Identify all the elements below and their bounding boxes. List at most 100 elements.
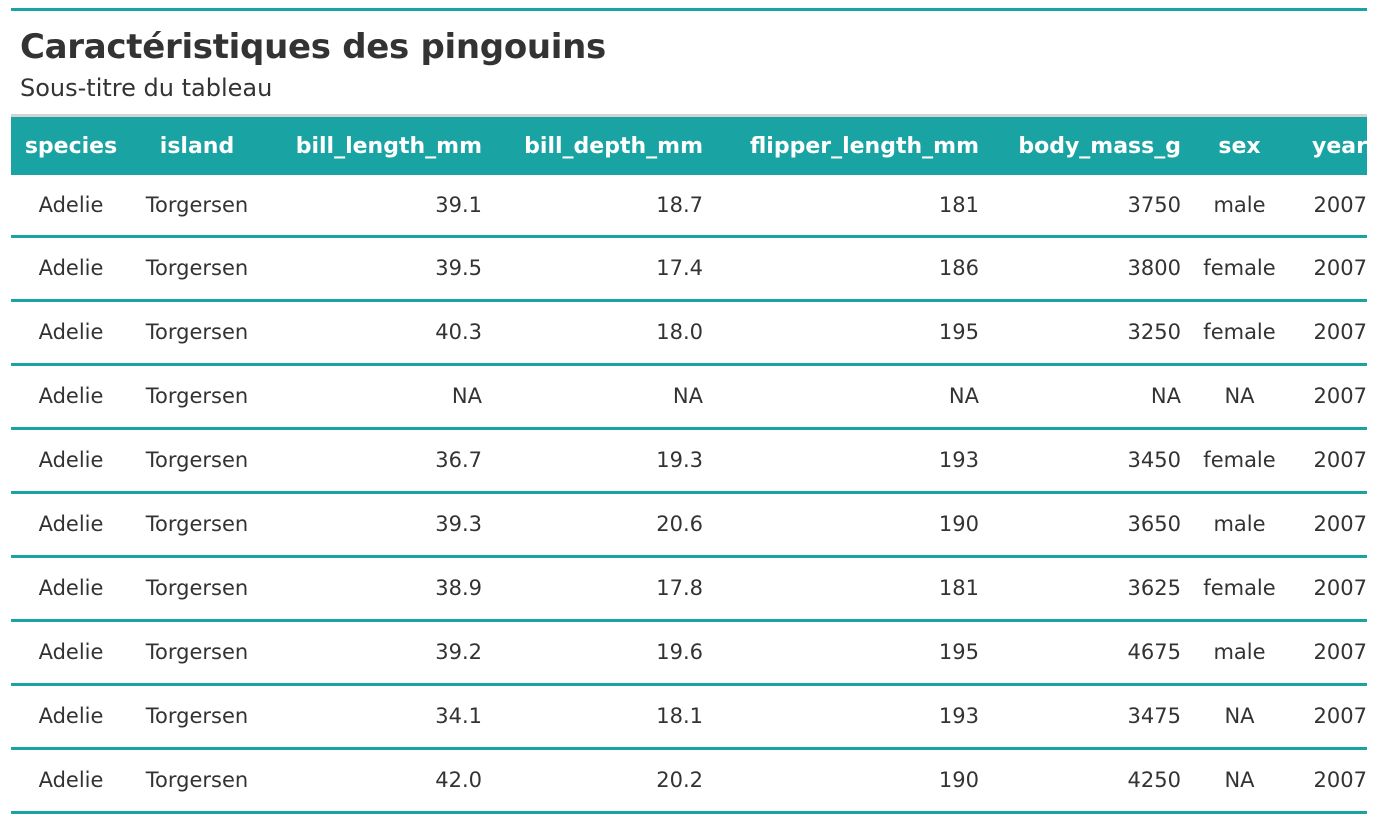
cell-flipper-length: 193 [938,704,979,728]
cell-bill-length: 39.1 [435,192,482,217]
cell-body-mass: 4250 [1127,768,1181,792]
cell-body-mass: 3800 [1127,256,1181,280]
table-body: Adelie Torgersen 39.1 18.7 181 3750 male 2007 Ad… [11,175,1367,812]
cell-body-mass: 3450 [1127,448,1181,472]
cell-species: Adelie [38,192,104,217]
cell-year: 2007 [1313,448,1367,472]
cell-sex: female [1203,256,1276,280]
cell-bill-depth: 20.2 [656,768,703,792]
table-row: Adelie Torgersen 36.7 19.3 193 3450 female 2007 [11,428,1367,492]
column-header-body-mass[interactable]: body_mass_g [1018,133,1181,159]
cell-body-mass: 3625 [1127,576,1181,600]
table-row: Adelie Torgersen 34.1 18.1 193 3475 NA 2007 [11,684,1367,748]
cell-sex: female [1203,576,1276,600]
cell-bill-length: 34.1 [435,704,482,728]
cell-flipper-length: 181 [938,192,979,217]
column-header-sex[interactable]: sex [1218,133,1261,159]
header-row: species island bill_length_mm bill_depth… [11,117,1367,175]
cell-sex: female [1203,320,1276,344]
cell-bill-length: 39.3 [435,512,482,536]
cell-bill-depth: 17.4 [656,256,703,280]
cell-body-mass: NA [1150,384,1181,408]
cell-species: Adelie [38,704,104,728]
cell-sex: NA [1224,704,1255,728]
table-row: Adelie Torgersen 38.9 17.8 181 3625 female 2007 [11,556,1367,620]
table-row: Adelie Torgersen 39.5 17.4 186 3800 female 2007 [11,236,1367,300]
cell-flipper-length: 186 [938,256,979,280]
cell-species: Adelie [38,448,104,472]
cell-flipper-length: NA [948,384,979,408]
cell-island: Torgersen [145,448,249,472]
cell-bill-depth: 19.3 [656,448,703,472]
cell-island: Torgersen [145,256,249,280]
top-rule [11,8,1367,11]
cell-bill-depth: 18.1 [656,704,703,728]
column-header-island[interactable]: island [159,133,235,159]
cell-species: Adelie [38,320,104,344]
cell-bill-depth: 18.7 [656,192,703,217]
cell-sex: male [1213,512,1266,536]
cell-bill-length: 39.5 [435,256,482,280]
cell-bill-length: 42.0 [435,768,482,792]
cell-year: 2007 [1313,512,1367,536]
cell-year: 2007 [1313,192,1367,217]
table-row: Adelie Torgersen 39.1 18.7 181 3750 male 2007 [11,175,1367,236]
cell-year: 2007 [1313,768,1367,792]
column-header-species[interactable]: species [24,133,118,159]
cell-species: Adelie [38,640,104,664]
cell-species: Adelie [38,768,104,792]
cell-island: Torgersen [145,768,249,792]
cell-sex: female [1203,448,1276,472]
cell-species: Adelie [38,384,104,408]
table-row: Adelie Torgersen 40.3 18.0 195 3250 female 2007 [11,300,1367,364]
table-row: Adelie Torgersen 39.2 19.6 195 4675 male 2007 [11,620,1367,684]
cell-island: Torgersen [145,512,249,536]
cell-year: 2007 [1313,384,1367,408]
cell-flipper-length: 195 [938,640,979,664]
table-title: Caractéristiques des pingouins [20,27,606,67]
cell-island: Torgersen [145,576,249,600]
cell-island: Torgersen [145,704,249,728]
cell-bill-depth: NA [672,384,703,408]
cell-flipper-length: 195 [938,320,979,344]
cell-body-mass: 3250 [1127,320,1181,344]
cell-sex: male [1213,640,1266,664]
subtitle-rule [11,114,1367,117]
cell-bill-length: NA [451,384,482,408]
cell-bill-length: 36.7 [435,448,482,472]
cell-body-mass: 3650 [1127,512,1181,536]
cell-body-mass: 4675 [1127,640,1181,664]
cell-flipper-length: 190 [938,768,979,792]
table-row: Adelie Torgersen NA NA NA NA NA 2007 [11,364,1367,428]
cell-species: Adelie [38,576,104,600]
cell-sex: NA [1224,768,1255,792]
cell-flipper-length: 181 [938,576,979,600]
cell-island: Torgersen [145,384,249,408]
cell-island: Torgersen [145,640,249,664]
cell-bill-length: 40.3 [435,320,482,344]
table-container: Caractéristiques des pingouins Sous-titr… [11,8,1367,814]
cell-bill-depth: 19.6 [656,640,703,664]
cell-year: 2007 [1313,704,1367,728]
cell-flipper-length: 190 [938,512,979,536]
cell-sex: NA [1224,384,1255,408]
cell-year: 2007 [1313,576,1367,600]
cell-bill-length: 39.2 [435,640,482,664]
column-header-bill-depth[interactable]: bill_depth_mm [524,133,703,159]
cell-year: 2007 [1313,256,1367,280]
table-row: Adelie Torgersen 39.3 20.6 190 3650 male 2007 [11,492,1367,556]
cell-bill-depth: 18.0 [656,320,703,344]
cell-body-mass: 3475 [1127,704,1181,728]
cell-bill-depth: 20.6 [656,512,703,536]
cell-body-mass: 3750 [1127,192,1181,217]
column-header-flipper-length[interactable]: flipper_length_mm [749,133,979,159]
cell-sex: male [1213,192,1266,217]
cell-island: Torgersen [145,320,249,344]
cell-year: 2007 [1313,640,1367,664]
cell-species: Adelie [38,256,104,280]
column-header-year[interactable]: year [1312,133,1367,159]
column-header-bill-length[interactable]: bill_length_mm [295,133,482,159]
table-row: Adelie Torgersen 42.0 20.2 190 4250 NA 2007 [11,748,1367,812]
cell-species: Adelie [38,512,104,536]
cell-bill-length: 38.9 [435,576,482,600]
